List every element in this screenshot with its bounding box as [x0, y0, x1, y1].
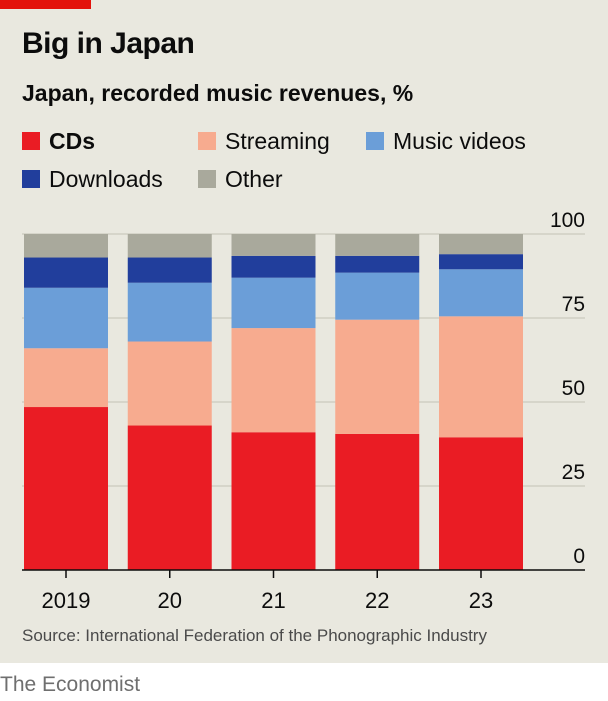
legend-item-cds: CDs — [22, 128, 95, 154]
legend-swatch-streaming — [198, 132, 216, 150]
x-tick-label-20: 20 — [158, 588, 182, 613]
y-tick-label-75: 75 — [562, 293, 585, 316]
legend-swatch-downloads — [22, 170, 40, 188]
bar-segment-music-videos-22 — [335, 272, 420, 320]
stacked-bar-chart: 0 25 50 75 100 2019 20 21 22 23 — [22, 209, 585, 613]
legend-swatch-music-videos — [366, 132, 384, 150]
y-tick-label-50: 50 — [562, 377, 585, 400]
legend-item-music-videos: Music videos — [366, 128, 526, 154]
legend-label-other: Other — [225, 165, 283, 192]
bar-segment-other-21 — [231, 234, 316, 256]
x-tick-label-2019: 2019 — [42, 588, 91, 613]
bar-segment-cds-2019 — [24, 407, 108, 570]
bar-segment-cds-21 — [231, 432, 316, 570]
bar-segment-other-22 — [335, 234, 420, 256]
chart-subtitle: Japan, recorded music revenues, % — [22, 80, 414, 106]
legend-item-downloads: Downloads — [22, 166, 163, 192]
bar-segment-downloads-20 — [127, 257, 212, 283]
bar-segment-other-2019 — [24, 234, 108, 258]
bar-segment-downloads-22 — [335, 255, 420, 273]
x-tick-label-21: 21 — [261, 588, 285, 613]
chart-title: Big in Japan — [22, 27, 195, 60]
legend-label-streaming: Streaming — [225, 127, 330, 154]
y-tick-label-100: 100 — [550, 209, 585, 232]
bar-segment-music-videos-23 — [439, 269, 523, 317]
bar-segment-streaming-23 — [439, 316, 523, 438]
bar-segment-streaming-2019 — [24, 348, 108, 408]
chart-panel: Big in Japan Japan, recorded music reven… — [0, 0, 608, 663]
source-note: Source: International Federation of the … — [22, 626, 487, 645]
y-tick-label-25: 25 — [562, 461, 585, 484]
legend-label-music-videos: Music videos — [393, 127, 526, 154]
bar-segment-streaming-21 — [231, 328, 316, 433]
publisher-credit: The Economist — [0, 673, 141, 696]
bar-segment-streaming-20 — [127, 341, 212, 426]
legend-item-streaming: Streaming — [198, 128, 330, 154]
bar-segment-downloads-23 — [439, 254, 523, 270]
legend-swatch-other — [198, 170, 216, 188]
legend-label-downloads: Downloads — [49, 165, 163, 192]
legend-item-other: Other — [198, 166, 283, 192]
bar-segment-other-23 — [439, 234, 523, 255]
bar-segment-cds-20 — [127, 425, 212, 570]
legend-swatch-cds — [22, 132, 40, 150]
brand-accent-bar — [0, 0, 91, 9]
x-tick-label-22: 22 — [365, 588, 389, 613]
bar-segment-streaming-22 — [335, 319, 420, 434]
legend-label-cds: CDs — [49, 127, 96, 154]
bar-segment-downloads-21 — [231, 255, 316, 278]
bar-segment-downloads-2019 — [24, 257, 108, 288]
x-tick-label-23: 23 — [469, 588, 493, 613]
bar-segment-cds-23 — [439, 437, 523, 570]
bar-segment-music-videos-21 — [231, 277, 316, 329]
y-tick-label-0: 0 — [573, 545, 585, 568]
bar-segment-music-videos-20 — [127, 282, 212, 342]
bar-segment-cds-22 — [335, 433, 420, 570]
bar-segment-other-20 — [127, 234, 212, 258]
bar-segment-music-videos-2019 — [24, 287, 108, 349]
